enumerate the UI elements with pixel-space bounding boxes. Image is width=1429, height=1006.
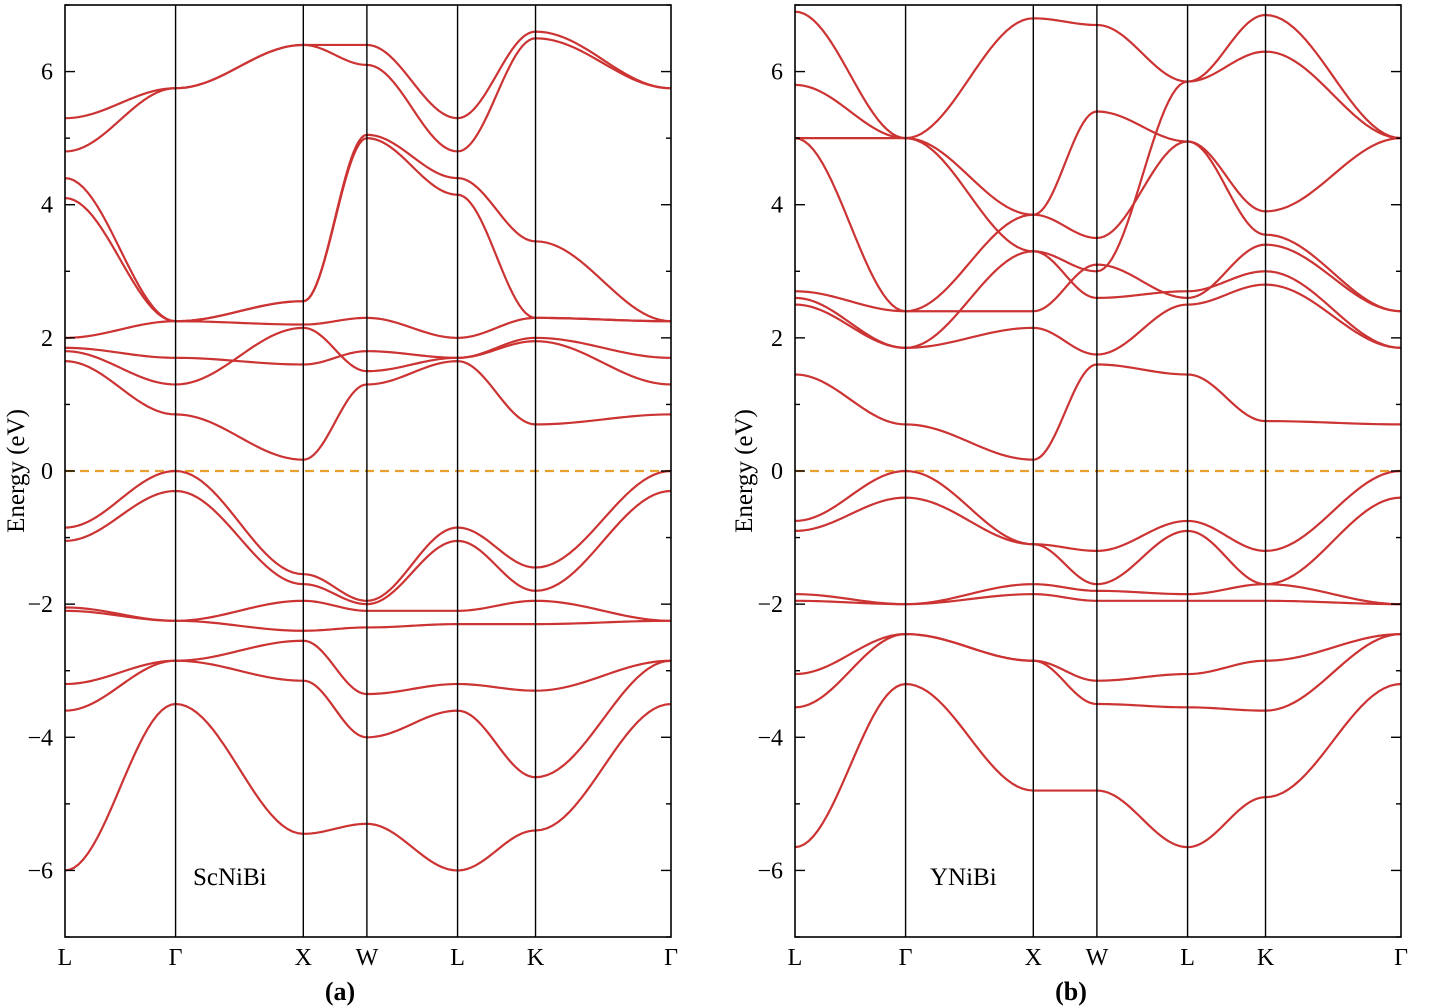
y-tick-label: 2 (41, 326, 53, 352)
x-tick-label: L (450, 945, 465, 971)
compound-label: ScNiBi (193, 864, 267, 891)
panel-b: −6 −4 −2 0 2 4 6 L Γ X W L K Γ Energy (eV) YNiBi (b) (731, 4, 1408, 1006)
x-tick-label: K (1257, 945, 1275, 971)
x-tick-label: Γ (664, 945, 678, 971)
y-tick-label: 0 (771, 459, 783, 485)
y-tick-label: 6 (771, 60, 783, 86)
x-tick-label: W (356, 945, 379, 971)
y-tick-label: −2 (757, 592, 783, 618)
x-tick-label: K (527, 945, 545, 971)
y-tick-label: 0 (41, 459, 53, 485)
band-line-band-6 (65, 489, 671, 606)
y-tick-label: −4 (27, 725, 53, 751)
y-tick-label: 4 (771, 193, 783, 219)
band-line-band-8 (795, 363, 1401, 461)
band-line-band-3 (65, 639, 671, 696)
panel-label: (a) (325, 977, 355, 1006)
band-line-band-2 (65, 659, 671, 779)
y-tick-label: 4 (41, 193, 53, 219)
band-line-band-15 (795, 10, 1401, 140)
band-line-band-8 (65, 360, 671, 461)
panel-label: (b) (1055, 977, 1087, 1006)
band-line-band-11 (65, 316, 671, 339)
y-tick-label: 2 (771, 326, 783, 352)
y-axis-title: Energy (eV) (3, 409, 30, 533)
band-line-band-7 (795, 469, 1401, 552)
band-line-band-13 (65, 133, 671, 323)
x-tick-label: L (1180, 945, 1195, 971)
x-tick-label: L (58, 945, 73, 971)
band-line-band-12 (65, 137, 671, 323)
band-line-band-3 (795, 633, 1401, 682)
panel-a: −6 −4 −2 0 2 4 6 L Γ X W L K Γ Energy (eV) ScNiBi (a) (3, 4, 678, 1006)
x-tick-label: Γ (169, 945, 183, 971)
y-tick-label: 6 (41, 60, 53, 86)
band-line-band-2 (795, 633, 1401, 712)
band-line-band-15 (65, 30, 671, 120)
y-tick-label: −4 (757, 725, 783, 751)
x-tick-label: Γ (899, 945, 913, 971)
y-axis-title: Energy (eV) (731, 409, 758, 533)
band-line-band-1 (795, 682, 1401, 849)
band-line-band-1 (65, 702, 671, 872)
y-tick-label: −2 (27, 592, 53, 618)
x-tick-label: Γ (1394, 945, 1408, 971)
y-tick-label: −6 (757, 858, 783, 884)
x-tick-label: W (1086, 945, 1109, 971)
band-line-band-6 (795, 496, 1401, 586)
compound-label: YNiBi (930, 864, 997, 891)
band-line-band-7 (65, 469, 671, 602)
band-line-band-12 (795, 137, 1401, 313)
y-tick-label: −6 (27, 858, 53, 884)
x-tick-label: L (788, 945, 803, 971)
x-tick-label: X (295, 945, 312, 971)
x-tick-label: X (1025, 945, 1042, 971)
